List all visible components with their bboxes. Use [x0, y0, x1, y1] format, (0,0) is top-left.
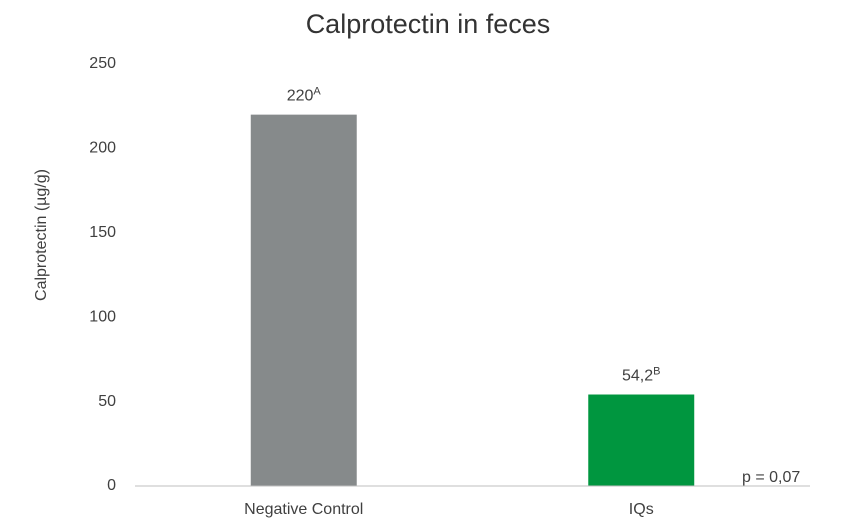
y-tick-label: 200	[89, 140, 116, 157]
y-tick-label: 250	[89, 55, 116, 72]
data-label: 54,2B	[622, 365, 660, 384]
y-tick-label: 100	[89, 308, 116, 325]
data-label-value: 54,2	[622, 368, 653, 385]
annotation: p = 0,07	[742, 469, 800, 486]
data-label: 220A	[287, 86, 322, 105]
data-label-value: 220	[287, 88, 314, 105]
bar	[250, 114, 357, 486]
chart-title: Calprotectin in feces	[306, 9, 551, 39]
y-axis-title: Calprotectin (µg/g)	[33, 169, 50, 301]
bar	[588, 394, 695, 486]
x-tick-label: IQs	[629, 501, 654, 518]
y-tick-label: 50	[98, 393, 116, 410]
y-tick-label: 150	[89, 224, 116, 241]
y-tick-label: 0	[107, 477, 116, 494]
data-label-superscript: B	[653, 365, 660, 377]
data-label-superscript: A	[313, 86, 321, 98]
x-tick-label: Negative Control	[244, 501, 363, 518]
